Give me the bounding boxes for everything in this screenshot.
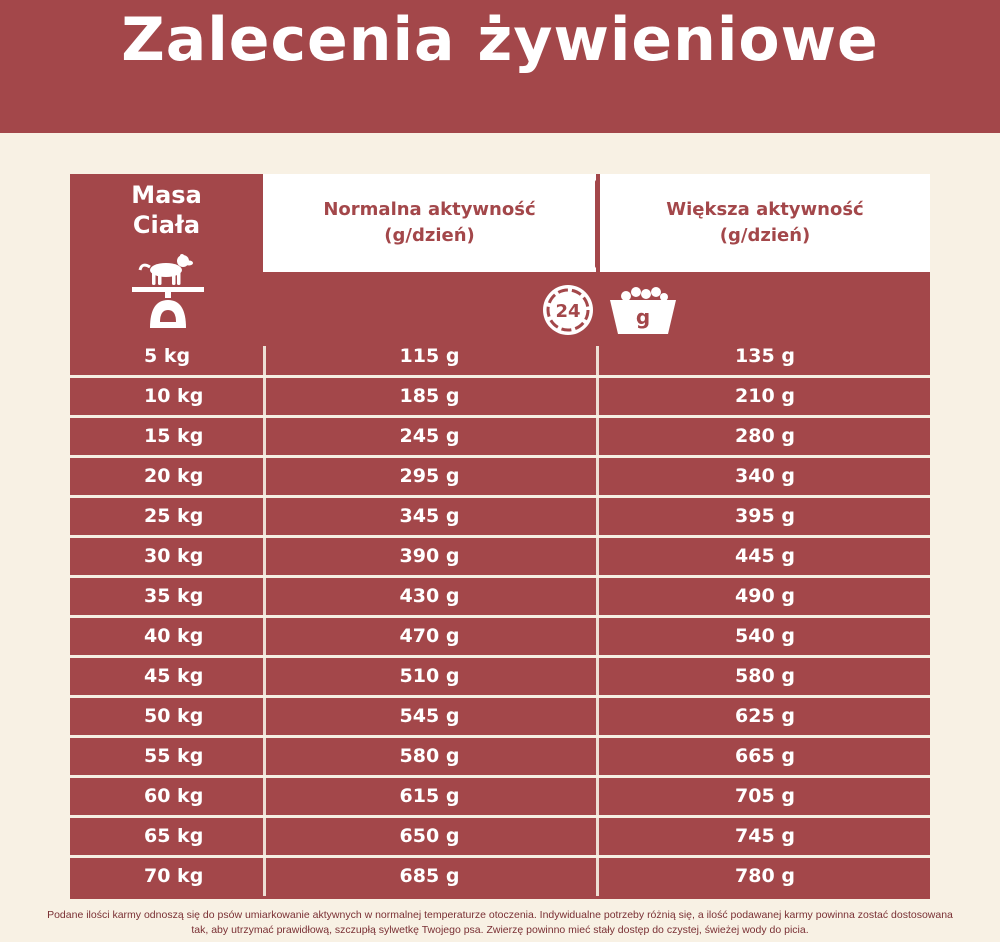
- normal-activity-label: Normalna aktywność: [323, 199, 536, 220]
- more-activity-cell: 780 g: [735, 865, 795, 887]
- mass-cell: 45 kg: [144, 665, 204, 687]
- normal-activity-cell: 390 g: [399, 545, 460, 567]
- normal-activity-cell: 545 g: [399, 705, 460, 727]
- mass-cell: 70 kg: [144, 865, 204, 887]
- more-activity-cell: 135 g: [735, 345, 795, 367]
- more-activity-cell: 395 g: [735, 505, 795, 527]
- more-activity-cell: 580 g: [735, 665, 795, 687]
- more-activity-header: Większa aktywność (g/dzień): [600, 174, 930, 272]
- table-row: 20 kg 295 g 340 g: [70, 458, 930, 498]
- mass-cell: 20 kg: [144, 465, 204, 487]
- footnote: Podane ilości karmy odnoszą się do psów …: [47, 909, 953, 936]
- more-activity-cell: 625 g: [735, 705, 795, 727]
- header-icons: 24 g: [540, 282, 780, 338]
- table-row: 70 kg 685 g 780 g: [70, 858, 930, 895]
- mass-cell: 55 kg: [144, 745, 204, 767]
- mass-cell: 15 kg: [144, 425, 204, 447]
- more-activity-cell: 540 g: [735, 625, 795, 647]
- mass-header-line2: Ciała: [132, 211, 201, 239]
- normal-activity-cell: 685 g: [399, 865, 460, 887]
- normal-activity-header: Normalna aktywność (g/dzień): [263, 174, 596, 272]
- more-activity-cell: 340 g: [735, 465, 795, 487]
- column-divider-left: [263, 346, 266, 896]
- normal-activity-cell: 185 g: [399, 385, 460, 407]
- more-activity-cell: 705 g: [735, 785, 795, 807]
- more-activity-cell: 665 g: [735, 745, 795, 767]
- clock-value: 24: [555, 301, 580, 322]
- normal-activity-cell: 650 g: [399, 825, 460, 847]
- normal-activity-unit: (g/dzień): [384, 225, 475, 246]
- mass-cell: 30 kg: [144, 545, 204, 567]
- more-activity-cell: 490 g: [735, 585, 795, 607]
- mass-cell: 60 kg: [144, 785, 204, 807]
- table-row: 15 kg 245 g 280 g: [70, 418, 930, 458]
- page-title: Zalecenia żywieniowe: [121, 5, 879, 75]
- normal-activity-cell: 245 g: [399, 425, 460, 447]
- normal-activity-cell: 295 g: [399, 465, 460, 487]
- mass-cell: 5 kg: [144, 345, 191, 367]
- mass-cell: 50 kg: [144, 705, 204, 727]
- table-row: 65 kg 650 g 745 g: [70, 818, 930, 858]
- table-row: 10 kg 185 g 210 g: [70, 378, 930, 418]
- more-activity-cell: 745 g: [735, 825, 795, 847]
- mass-cell: 40 kg: [144, 625, 204, 647]
- table-row: 25 kg 345 g 395 g: [70, 498, 930, 538]
- title-banner: Zalecenia żywieniowe: [0, 0, 1000, 133]
- more-activity-cell: 445 g: [735, 545, 795, 567]
- normal-activity-cell: 345 g: [399, 505, 460, 527]
- mass-cell: 10 kg: [144, 385, 204, 407]
- food-bowl-icon: g: [610, 287, 676, 334]
- normal-activity-cell: 470 g: [399, 625, 460, 647]
- normal-activity-cell: 510 g: [399, 665, 460, 687]
- normal-activity-cell: 615 g: [399, 785, 460, 807]
- feeding-table: Masa Ciała Normalna aktywność (g/dzień) …: [70, 174, 930, 899]
- table-row: 5 kg 115 g 135 g: [70, 338, 930, 378]
- more-activity-label: Większa aktywność: [666, 199, 864, 220]
- table-row: 35 kg 430 g 490 g: [70, 578, 930, 618]
- mass-cell: 65 kg: [144, 825, 204, 847]
- table-row: 50 kg 545 g 625 g: [70, 698, 930, 738]
- normal-activity-cell: 115 g: [399, 345, 460, 367]
- bowl-label: g: [636, 305, 650, 329]
- more-activity-cell: 210 g: [735, 385, 795, 407]
- clock-24h-icon: 24: [543, 285, 593, 335]
- mass-header: Masa Ciała: [70, 180, 263, 240]
- table-body: 5 kg 115 g 135 g 10 kg 185 g 210 g 15 kg 245 g 2…: [70, 338, 930, 895]
- table-row: 40 kg 470 g 540 g: [70, 618, 930, 658]
- table-row: 30 kg 390 g 445 g: [70, 538, 930, 578]
- header-divider: [595, 180, 599, 268]
- mass-cell: 35 kg: [144, 585, 204, 607]
- normal-activity-cell: 580 g: [399, 745, 460, 767]
- more-activity-cell: 280 g: [735, 425, 795, 447]
- mass-cell: 25 kg: [144, 505, 204, 527]
- more-activity-unit: (g/dzień): [719, 225, 811, 246]
- normal-activity-cell: 430 g: [399, 585, 460, 607]
- dog-on-scale-icon: [132, 254, 204, 328]
- table-row: 45 kg 510 g 580 g: [70, 658, 930, 698]
- mass-header-line1: Masa: [131, 181, 202, 209]
- column-divider-right: [596, 346, 599, 896]
- table-row: 60 kg 615 g 705 g: [70, 778, 930, 818]
- table-row: 55 kg 580 g 665 g: [70, 738, 930, 778]
